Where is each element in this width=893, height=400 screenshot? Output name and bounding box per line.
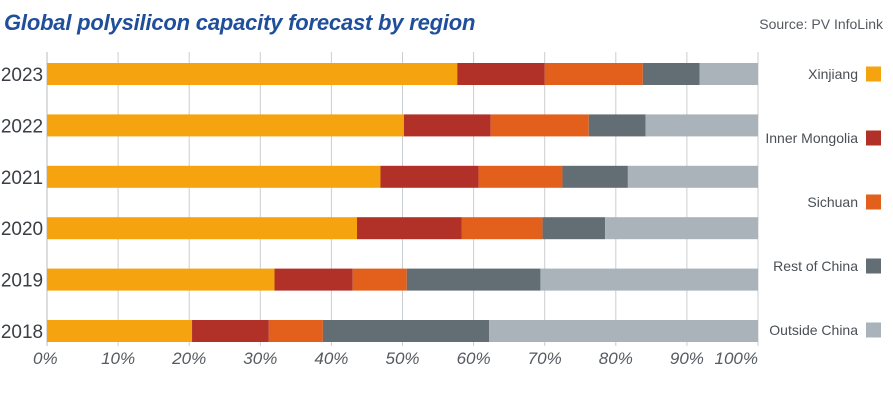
grid-lines (46, 52, 759, 346)
x-tick-label: 0% (33, 349, 58, 368)
x-tick-label: 60% (457, 349, 491, 368)
bars-group (47, 63, 758, 342)
year-label: 2021 (1, 168, 43, 189)
bar-segment (699, 63, 758, 85)
bar-segment (406, 268, 541, 291)
bar-segment (268, 320, 323, 342)
chart-title: Global polysilicon capacity forecast by … (4, 10, 476, 35)
year-label: 2019 (1, 271, 43, 292)
legend: Xinjiang Inner Mongolia Sichuan Rest of Chi… (765, 66, 881, 338)
x-tick-label: 10% (101, 349, 135, 368)
legend-label: Rest of China (773, 258, 858, 274)
bar-segment (47, 217, 357, 240)
bar-segment (562, 165, 628, 188)
bar-segment (47, 268, 275, 291)
year-label: 2018 (1, 322, 43, 343)
x-tick-label: 80% (599, 349, 633, 368)
x-tick-label: 100% (715, 349, 758, 368)
legend-label: Outside China (769, 322, 858, 338)
legend-swatch (866, 130, 881, 146)
legend-swatch (866, 322, 881, 338)
x-tick-label: 50% (385, 349, 419, 368)
bar-segment (192, 320, 269, 342)
legend-label: Inner Mongolia (765, 130, 858, 146)
bar-segment (356, 217, 462, 240)
legend-label: Xinjiang (808, 66, 858, 82)
x-tick-label: 20% (171, 349, 206, 368)
x-tick-labels: 0% 10% 20% 30% 40% 50% 60% 70% 80% 90% 100% (33, 349, 758, 368)
x-tick-label: 40% (314, 349, 348, 368)
year-labels: 2023 2022 2021 2020 2019 2018 (1, 65, 43, 343)
bar-segment (457, 63, 545, 85)
bar-segment (544, 63, 643, 85)
bar-segment (588, 114, 646, 137)
x-tick-label: 90% (670, 349, 704, 368)
legend-label: Sichuan (807, 194, 858, 210)
bar-segment (490, 114, 589, 137)
year-label: 2023 (1, 65, 43, 86)
source-note: Source: PV InfoLink (759, 16, 883, 32)
x-tick-label: 30% (243, 349, 277, 368)
bar-segment (489, 320, 758, 342)
bar-segment (642, 63, 700, 85)
x-tick-label: 70% (528, 349, 562, 368)
bar-segment (380, 165, 479, 188)
bar-segment (47, 320, 193, 342)
bar-segment (478, 165, 563, 188)
legend-swatch (866, 258, 881, 274)
bar-segment (322, 320, 490, 342)
bar-segment (47, 63, 458, 85)
year-label: 2020 (1, 219, 43, 240)
bar-segment (605, 217, 758, 240)
bar-segment (274, 268, 353, 291)
bar-segment (403, 114, 491, 137)
bar-segment (352, 268, 407, 291)
legend-swatch (866, 194, 881, 210)
bar-segment (540, 268, 758, 291)
bar-segment (47, 114, 404, 137)
bar-segment (461, 217, 543, 240)
bar-segment (47, 165, 381, 188)
bar-segment (645, 114, 758, 137)
bar-segment (627, 165, 758, 188)
bar-segment (542, 217, 606, 240)
year-label: 2022 (1, 116, 43, 137)
legend-swatch (866, 66, 881, 82)
